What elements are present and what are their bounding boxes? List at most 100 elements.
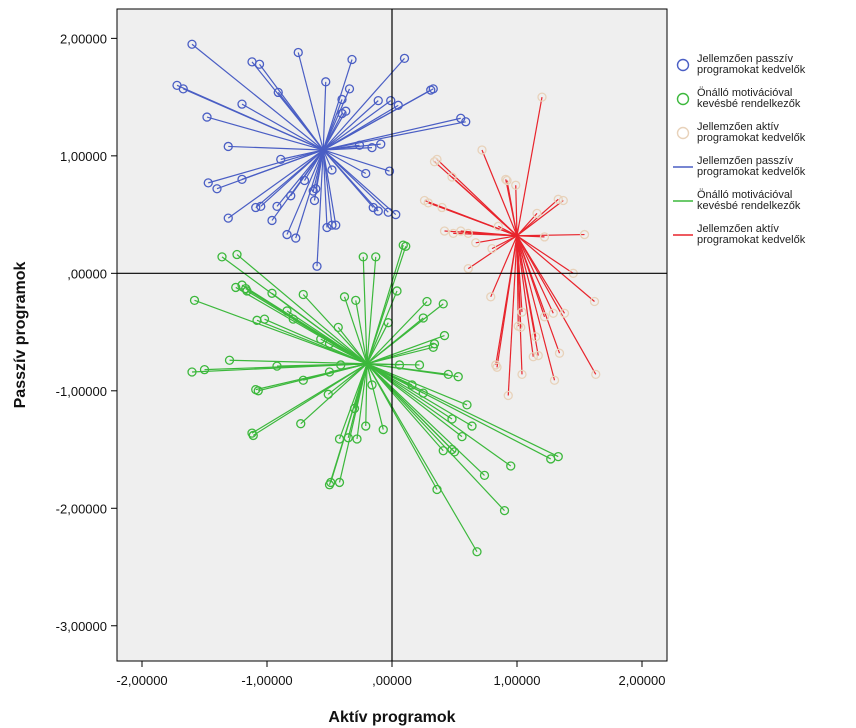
legend-label: kevésbé rendelkezők	[697, 200, 801, 212]
series-0-point	[376, 139, 386, 149]
x-tick-label: ,00000	[372, 673, 412, 688]
series-0-connector-line	[322, 149, 397, 216]
series-0-connector-line	[322, 81, 327, 150]
series-1-point	[199, 365, 210, 375]
series-1-point	[553, 451, 563, 462]
series-1-point	[457, 431, 467, 442]
series-1-point	[231, 282, 241, 293]
series-0-connector-line	[322, 89, 432, 151]
legend-marker	[676, 126, 690, 140]
series-0-point	[267, 215, 277, 226]
series-2-point	[528, 352, 538, 362]
series-2-point	[516, 322, 526, 333]
series-2-point	[532, 208, 542, 219]
series-1-point	[323, 389, 333, 399]
series-2-point	[463, 263, 473, 274]
series-1-point	[358, 252, 368, 262]
series-0-point	[251, 202, 261, 213]
series-0-connector-line	[241, 149, 324, 180]
series-1-connector-line	[366, 363, 420, 366]
series-0-point	[384, 166, 395, 176]
series-0-point	[399, 53, 410, 63]
series-2-point	[447, 172, 457, 182]
series-1-point	[447, 444, 457, 455]
series-1-point	[324, 367, 335, 377]
series-1-connector-line	[366, 246, 407, 364]
series-1-point	[418, 313, 428, 323]
series-2-connector-line	[475, 235, 518, 244]
series-1-point	[449, 447, 460, 457]
series-1-point	[506, 461, 516, 471]
series-1-connector-line	[337, 326, 368, 365]
series-2-connector-line	[516, 235, 574, 274]
series-0-point	[312, 261, 322, 271]
series-0-point	[337, 108, 347, 119]
series-0-point	[223, 141, 233, 152]
series-2-connector-line	[516, 235, 554, 314]
series-1-connector-line	[366, 301, 428, 365]
series-1-point	[288, 314, 298, 324]
legend-label: programokat kedvelők	[697, 64, 806, 76]
y-tick-label: 2,00000	[60, 31, 107, 46]
series-0-point	[311, 184, 321, 194]
series-0-connector-line	[228, 145, 324, 151]
series-0-point	[461, 117, 471, 127]
series-0-point	[373, 206, 383, 216]
series-1-point	[296, 419, 306, 429]
series-0-point	[178, 84, 188, 94]
series-1-connector-line	[292, 318, 368, 365]
series-1-connector-line	[271, 292, 368, 365]
series-2-connector-line	[516, 235, 523, 375]
series-0-point	[327, 220, 337, 230]
series-0-connector-line	[241, 103, 324, 151]
legend-label: kevésbé rendelkezők	[697, 98, 801, 110]
series-2-connector-line	[451, 176, 518, 237]
series-0-point	[254, 59, 265, 69]
series-1-point	[352, 434, 362, 444]
series-0-connector-line	[208, 149, 324, 184]
series-1-point	[371, 252, 381, 262]
series-1-point	[187, 367, 197, 377]
series-2-connector-line	[516, 235, 556, 381]
legend-marker	[676, 58, 690, 72]
series-0-connector-line	[255, 149, 324, 208]
series-1-point	[499, 505, 510, 516]
series-1-point	[324, 339, 335, 349]
series-0-point	[286, 191, 296, 201]
series-0-point	[308, 186, 318, 196]
y-tick-label: -1,00000	[56, 384, 107, 399]
series-1-point	[259, 314, 270, 324]
series-1-connector-line	[366, 363, 468, 406]
series-0-connector-line	[322, 100, 379, 151]
series-2-point	[539, 312, 550, 322]
series-2-point	[517, 369, 527, 380]
series-1-point	[349, 403, 360, 414]
series-1-connector-line	[264, 318, 368, 365]
series-2-connector-line	[468, 232, 518, 237]
series-1-point	[189, 295, 200, 305]
series-1-point	[253, 386, 263, 396]
series-1-point	[333, 322, 343, 333]
series-0-connector-line	[322, 149, 337, 226]
series-1-point	[298, 289, 308, 300]
series-1-point	[361, 421, 371, 431]
series-1-connector-line	[366, 363, 444, 452]
y-tick-label: ,00000	[67, 266, 107, 281]
data-points	[172, 39, 601, 557]
series-1-connector-line	[258, 363, 368, 392]
series-0-point	[299, 175, 310, 186]
series-0-connector-line	[277, 92, 324, 151]
series-0-point	[237, 174, 247, 184]
series-0-connector-line	[322, 57, 405, 151]
series-0-point	[202, 112, 212, 122]
series-0-connector-line	[322, 149, 367, 174]
series-1-point	[351, 295, 361, 305]
series-2-point	[539, 232, 550, 242]
series-2-point	[549, 375, 560, 385]
series-1-point	[282, 306, 292, 316]
series-2-connector-line	[515, 185, 518, 236]
series-0-point	[203, 178, 213, 188]
series-1-connector-line	[366, 363, 463, 438]
legend-label: programokat kedvelők	[697, 132, 806, 144]
series-2-point	[589, 296, 600, 307]
